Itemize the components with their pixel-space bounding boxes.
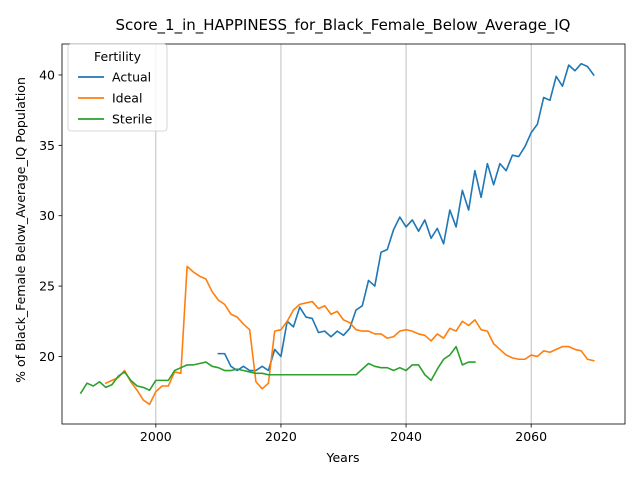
- y-tick-label: 25: [39, 279, 55, 294]
- axis-ticks: 2000 2020 2040 2060 20 25 30 35 40: [39, 67, 547, 444]
- chart-title: Score_1_in_HAPPINESS_for_Black_Female_Be…: [116, 16, 571, 35]
- series-line-actual: [217, 62, 595, 372]
- x-tick-label: 2060: [515, 429, 547, 444]
- legend-box: [67, 43, 168, 132]
- series-line-ideal: [104, 265, 595, 406]
- legend-label-sterile: Sterile: [112, 112, 153, 127]
- plot-frame: [61, 43, 626, 425]
- y-tick-label: 20: [39, 349, 55, 364]
- y-axis-label: % of Black_Female Below_Average_IQ Popul…: [13, 77, 28, 383]
- x-axis-label: Years: [326, 450, 360, 465]
- x-tick-label: 2040: [390, 429, 422, 444]
- legend-label-ideal: Ideal: [112, 91, 142, 106]
- y-tick-label: 30: [39, 208, 55, 223]
- y-tick-label: 40: [39, 67, 55, 82]
- legend-title: Fertility: [94, 49, 142, 64]
- x-tick-label: 2000: [140, 429, 172, 444]
- x-tick-label: 2020: [265, 429, 297, 444]
- series-lines: [79, 62, 595, 406]
- y-tick-label: 35: [39, 138, 55, 153]
- legend: Fertility Actual Ideal Sterile: [67, 43, 168, 132]
- legend-label-actual: Actual: [112, 70, 151, 85]
- series-line-sterile: [79, 345, 476, 395]
